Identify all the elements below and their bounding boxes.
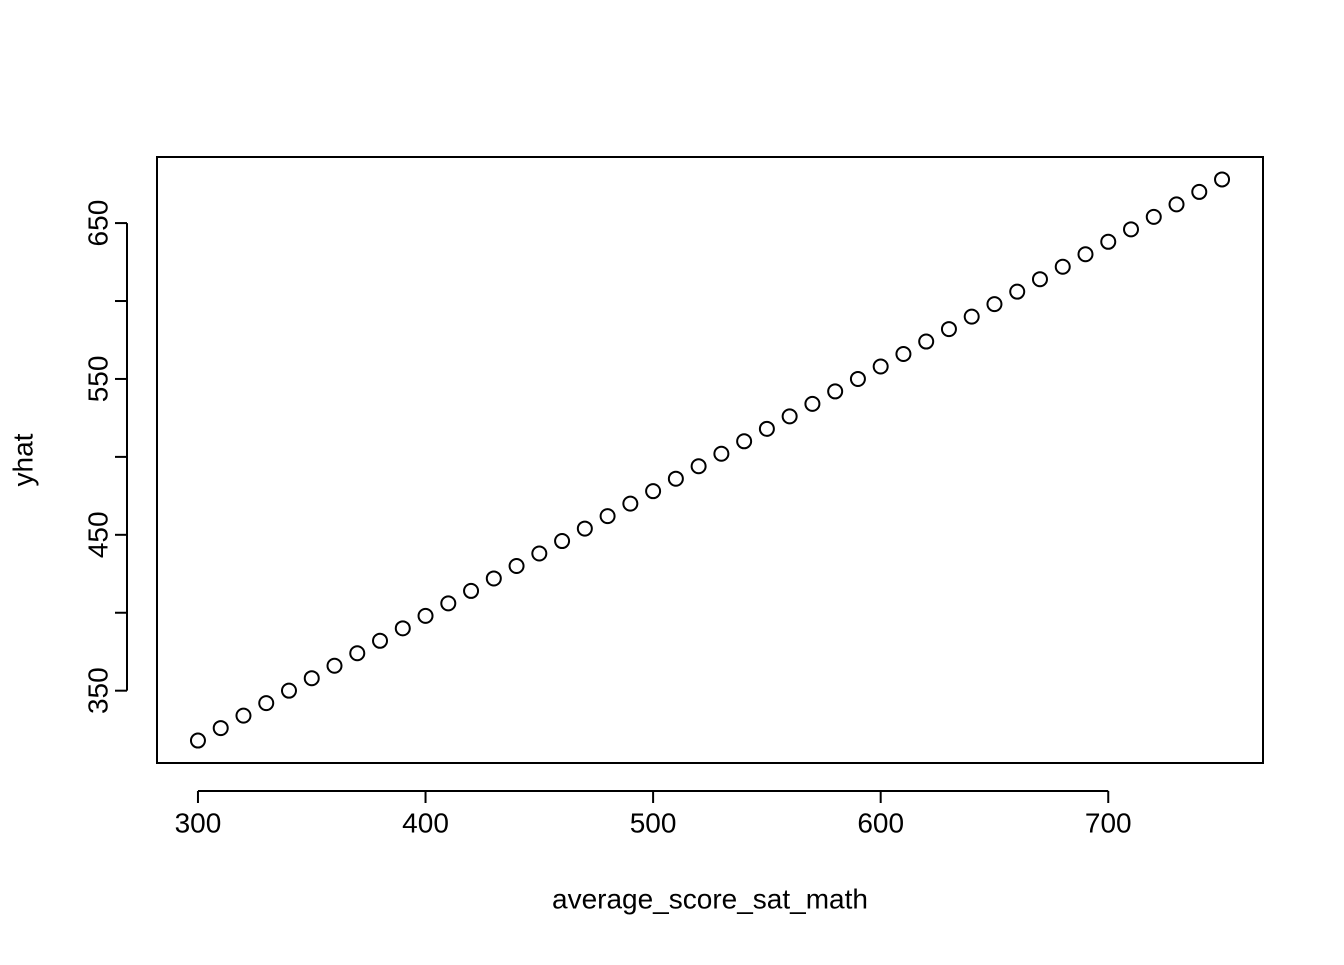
y-tick-label: 350 (82, 667, 113, 714)
point (508, 557, 525, 574)
point (849, 370, 866, 387)
point (804, 395, 821, 412)
point (280, 682, 297, 699)
point (1145, 208, 1162, 225)
x-axis-title: average_score_sat_math (552, 883, 868, 914)
point (372, 632, 389, 649)
point (394, 620, 411, 637)
y-tick-label: 450 (82, 511, 113, 558)
point (758, 420, 775, 437)
point (599, 508, 616, 525)
x-tick-label: 600 (857, 807, 904, 838)
y-axis-title: yhat (7, 433, 38, 486)
point (463, 582, 480, 599)
y-tick-label: 550 (82, 356, 113, 403)
point (212, 720, 229, 737)
point (1214, 171, 1231, 188)
point (349, 645, 366, 662)
x-tick-label: 300 (175, 807, 222, 838)
point (1168, 196, 1185, 213)
point (713, 445, 730, 462)
point (440, 595, 457, 612)
point (303, 670, 320, 687)
point (326, 657, 343, 674)
point (258, 695, 275, 712)
point (827, 383, 844, 400)
point (1031, 271, 1048, 288)
point (918, 333, 935, 350)
point (1123, 221, 1140, 238)
point (235, 707, 252, 724)
point (531, 545, 548, 562)
point (895, 346, 912, 363)
x-tick-label: 500 (630, 807, 677, 838)
point (736, 433, 753, 450)
point (963, 308, 980, 325)
point (940, 321, 957, 338)
point (622, 495, 639, 512)
point (1191, 183, 1208, 200)
x-tick-label: 400 (402, 807, 449, 838)
x-tick-label: 700 (1085, 807, 1132, 838)
point (645, 483, 662, 500)
point (417, 607, 434, 624)
point (1100, 233, 1117, 250)
point (576, 520, 593, 537)
point (1077, 246, 1094, 263)
point (554, 533, 571, 550)
y-tick-label: 650 (82, 200, 113, 247)
point (1054, 258, 1071, 275)
point (690, 458, 707, 475)
point (485, 570, 502, 587)
point (667, 470, 684, 487)
plot-frame (156, 156, 1264, 764)
point (781, 408, 798, 425)
point (986, 296, 1003, 313)
point (1009, 283, 1026, 300)
point (872, 358, 889, 375)
point (189, 732, 206, 749)
